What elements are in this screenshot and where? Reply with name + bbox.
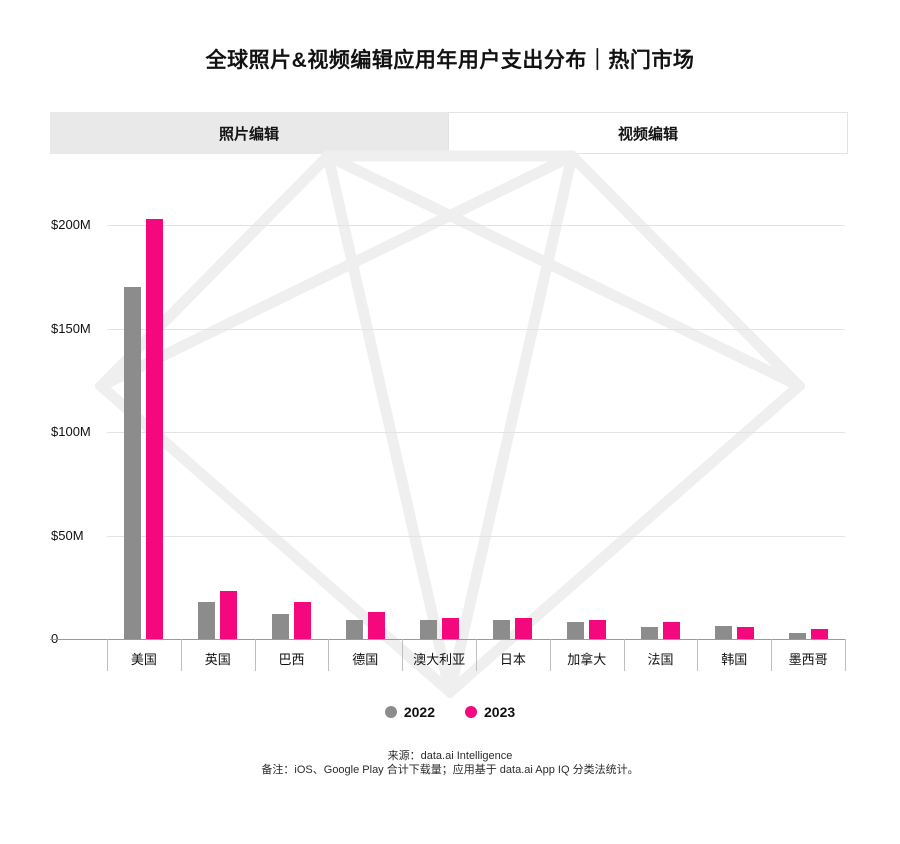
x-axis-label: 美国 bbox=[130, 652, 157, 667]
bar-2023 bbox=[294, 601, 311, 639]
source-text: 来源：data.ai Intelligence bbox=[387, 750, 513, 762]
x-axis-separator bbox=[697, 639, 699, 671]
x-axis-label: 法国 bbox=[647, 652, 674, 667]
y-axis-label: $150M bbox=[51, 320, 91, 336]
x-axis-label: 澳大利亚 bbox=[413, 652, 466, 667]
y-axis-label: 0 bbox=[51, 631, 58, 646]
bar-2022 bbox=[345, 620, 363, 639]
bar-2022 bbox=[493, 620, 511, 639]
bar-2023 bbox=[146, 218, 164, 639]
x-axis-separator bbox=[771, 639, 773, 671]
gridline bbox=[107, 535, 845, 537]
bar-2022 bbox=[124, 287, 142, 639]
page-title: 全球照片&视频编辑应用年用户支出分布｜热门市场 bbox=[205, 49, 695, 72]
y-axis-label: $100M bbox=[51, 424, 91, 439]
chart-area: $200M $150M $100M $50M 0 美国 英国 巴西 德国 澳大利亚 日本 加拿大 法国 韩… bbox=[50, 0, 848, 790]
bar-2023 bbox=[441, 618, 459, 639]
legend-label: 2023 bbox=[484, 704, 516, 720]
x-axis-label: 韩国 bbox=[721, 652, 748, 667]
x-axis-separator bbox=[549, 639, 551, 671]
x-axis-separator bbox=[402, 639, 404, 671]
gridline bbox=[107, 432, 845, 433]
bar-2022 bbox=[419, 620, 437, 639]
x-axis-label: 日本 bbox=[499, 652, 526, 667]
bar-2023 bbox=[663, 622, 680, 639]
x-axis-separator bbox=[623, 639, 625, 671]
y-axis-label: $50M bbox=[51, 527, 84, 543]
x-axis-line bbox=[50, 639, 845, 640]
bar-2023 bbox=[589, 620, 607, 639]
x-axis-label: 加拿大 bbox=[567, 652, 607, 667]
y-axis-label: $200M bbox=[51, 217, 91, 232]
bar-2023 bbox=[515, 618, 533, 639]
x-axis-separator bbox=[107, 639, 108, 671]
bar-2022 bbox=[272, 614, 289, 639]
bar-2022 bbox=[788, 632, 806, 639]
legend-item-2023: 2023 bbox=[465, 704, 515, 720]
x-axis-separator bbox=[328, 639, 330, 671]
gridline bbox=[107, 225, 845, 226]
bar-2023 bbox=[736, 626, 754, 639]
gridline bbox=[107, 328, 845, 330]
legend-dot-2022-icon bbox=[384, 706, 397, 718]
x-axis-label: 英国 bbox=[204, 652, 231, 667]
legend-label: 2022 bbox=[403, 704, 435, 720]
legend-dot-2023-icon bbox=[465, 706, 477, 718]
x-axis-label: 德国 bbox=[352, 652, 379, 667]
bar-2023 bbox=[220, 591, 238, 639]
x-axis-separator bbox=[476, 639, 477, 671]
x-axis-label: 巴西 bbox=[278, 652, 305, 667]
tab-photo-editing[interactable]: 照片编辑 bbox=[50, 112, 448, 154]
note-text: 备注：iOS、Google Play 合计下载量；应用基于 data.ai Ap… bbox=[261, 764, 639, 776]
chart-legend: 2022 2023 bbox=[0, 701, 900, 723]
x-axis-separator bbox=[180, 639, 182, 671]
bar-2023 bbox=[367, 612, 385, 639]
bar-2022 bbox=[198, 601, 216, 639]
x-axis-label: 墨西哥 bbox=[788, 652, 828, 667]
bar-2022 bbox=[567, 622, 585, 639]
legend-item-2022: 2022 bbox=[384, 704, 435, 720]
x-axis-separator bbox=[254, 639, 256, 671]
bar-2022 bbox=[714, 625, 732, 639]
bar-2023 bbox=[810, 628, 828, 639]
x-axis-separator bbox=[845, 639, 846, 671]
bar-2022 bbox=[641, 626, 658, 639]
